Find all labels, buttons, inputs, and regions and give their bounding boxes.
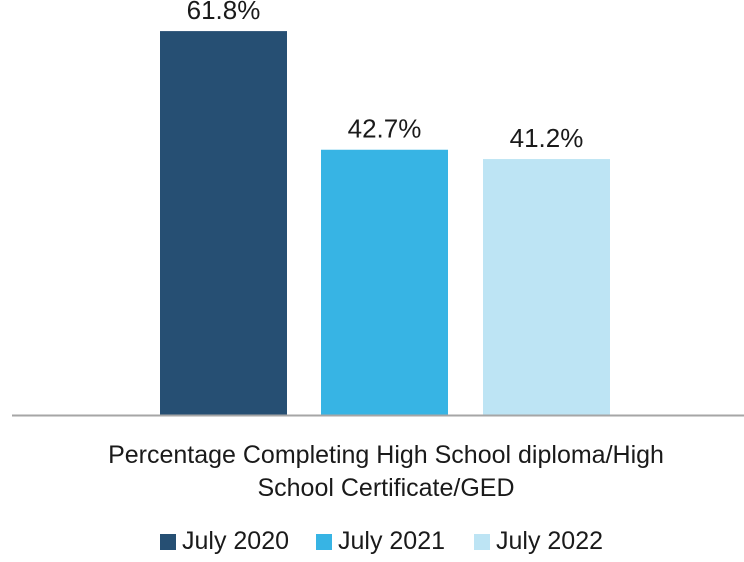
data-label: 41.2% bbox=[510, 123, 584, 153]
category-label-line: School Certificate/GED bbox=[257, 474, 514, 502]
category-label-line: Percentage Completing High School diplom… bbox=[108, 441, 664, 469]
bar-july-2022 bbox=[483, 159, 610, 415]
legend-swatch bbox=[160, 534, 176, 550]
data-label: 61.8% bbox=[187, 0, 261, 25]
bar-july-2020 bbox=[160, 31, 287, 415]
legend-label: July 2020 bbox=[182, 527, 289, 555]
legend-swatch bbox=[474, 534, 490, 550]
bar-july-2021 bbox=[321, 149, 448, 415]
legend-label: July 2021 bbox=[338, 527, 445, 555]
data-label: 42.7% bbox=[348, 114, 422, 144]
legend-label: July 2022 bbox=[496, 527, 603, 555]
legend-swatch bbox=[316, 534, 332, 550]
